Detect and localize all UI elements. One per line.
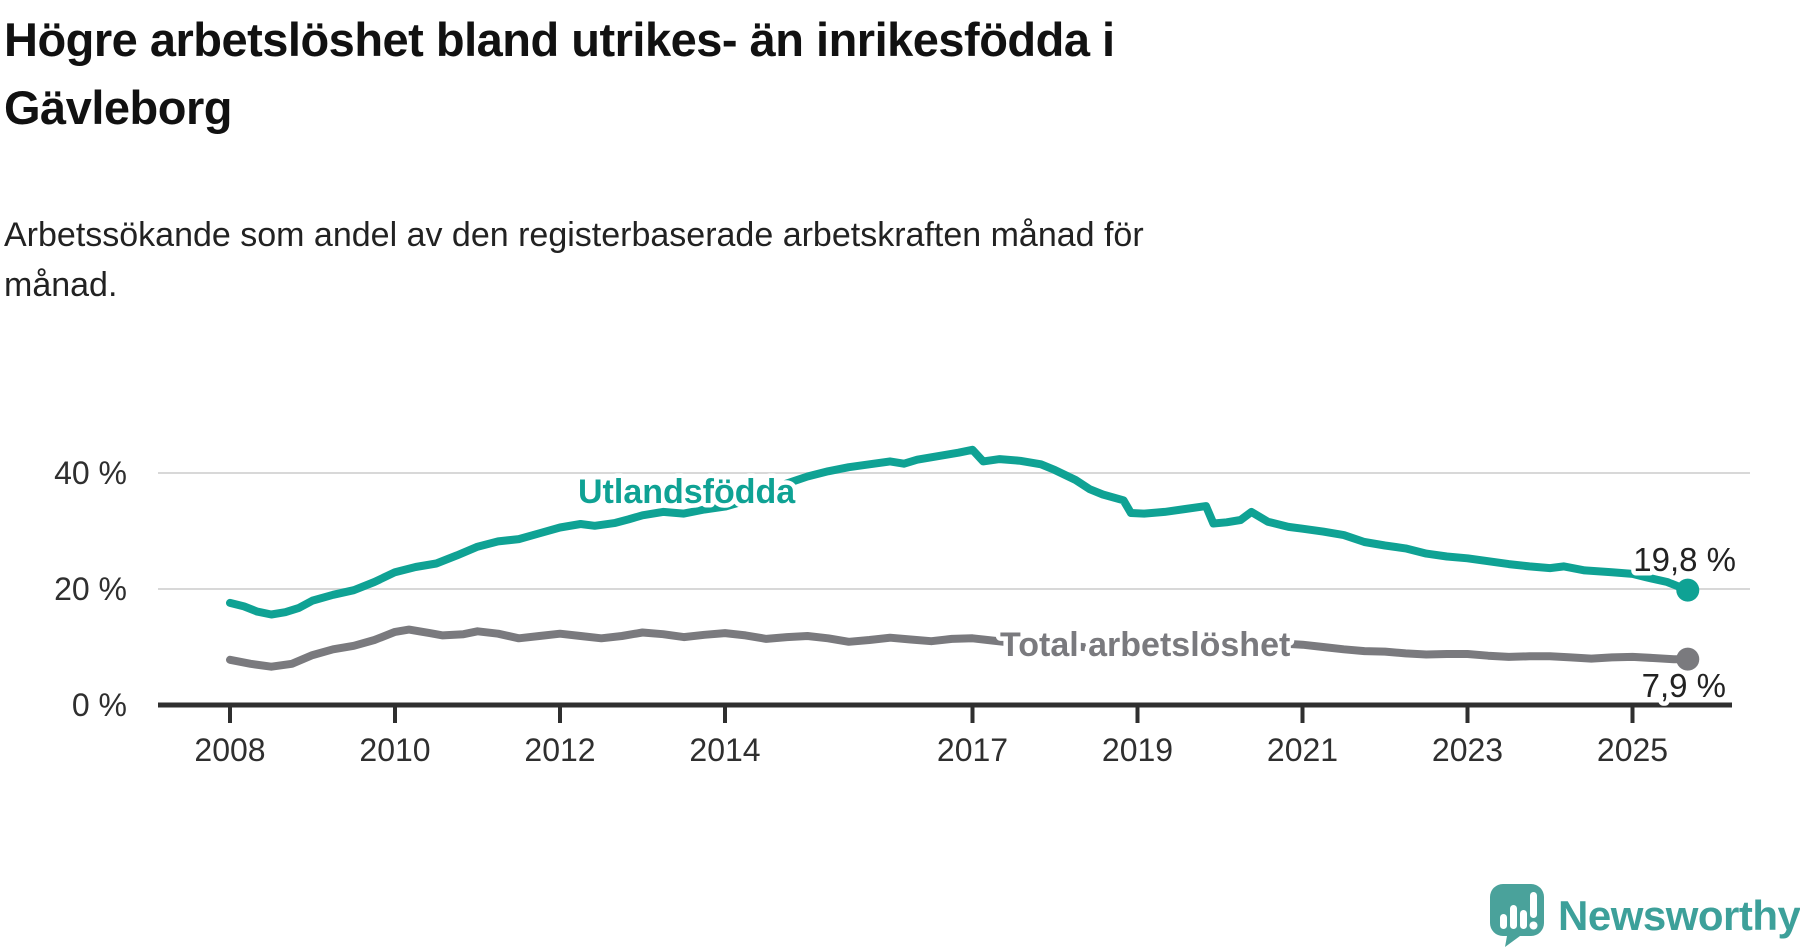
chart-subtitle-line-2: månad. [4,266,118,304]
x-axis-tick-label: 2014 [689,732,760,768]
newsworthy-logo-icon [1490,884,1544,947]
chart-subtitle: Arbetssökande som andel av den registerb… [4,210,1144,310]
end-dot-total-arbetsloshet [1676,647,1700,671]
series-line-total-arbetsloshet [226,625,1692,671]
chart-title: Högre arbetslöshet bland utrikes- än inr… [4,6,1115,142]
logo-exclamation-stem [1530,892,1537,918]
end-dot-utlandsfodda [1676,578,1700,602]
x-axis-tick-label: 2021 [1267,732,1338,768]
x-axis-tick-label: 2019 [1102,732,1173,768]
y-axis-label: 0 % [72,687,127,723]
logo-bar-1 [1500,914,1507,929]
x-axis-tick-label: 2008 [194,732,265,768]
newsworthy-logo-text: Newsworthy [1558,892,1800,939]
x-axis-tick-label: 2023 [1432,732,1503,768]
x-axis-tick-label: 2025 [1597,732,1668,768]
newsworthy-logo: Newsworthy [1490,884,1800,948]
series-label-utlandsfodda: Utlandsfödda [578,473,796,511]
series-label-total-arbetsloshet: Total arbetslöshet [1000,626,1290,664]
x-axis-tick-label: 2010 [359,732,430,768]
logo-bar-3 [1520,910,1527,929]
chart-title-line-1: Högre arbetslöshet bland utrikes- än inr… [4,13,1115,66]
end-value-label-total-arbetsloshet: 7,9 % [1642,667,1726,704]
chart-subtitle-line-1: Arbetssökande som andel av den registerb… [4,216,1144,254]
y-axis-label: 20 % [54,571,127,607]
series-line-utlandsfodda [226,445,1692,619]
end-value-label-utlandsfodda: 19,8 % [1633,541,1736,578]
chart-title-line-2: Gävleborg [4,81,232,134]
x-axis-tick-label: 2017 [937,732,1008,768]
x-axis-tick-label: 2012 [524,732,595,768]
logo-bar-2 [1510,905,1517,929]
logo-exclamation-dot [1529,921,1538,930]
y-axis-label: 40 % [54,455,127,491]
